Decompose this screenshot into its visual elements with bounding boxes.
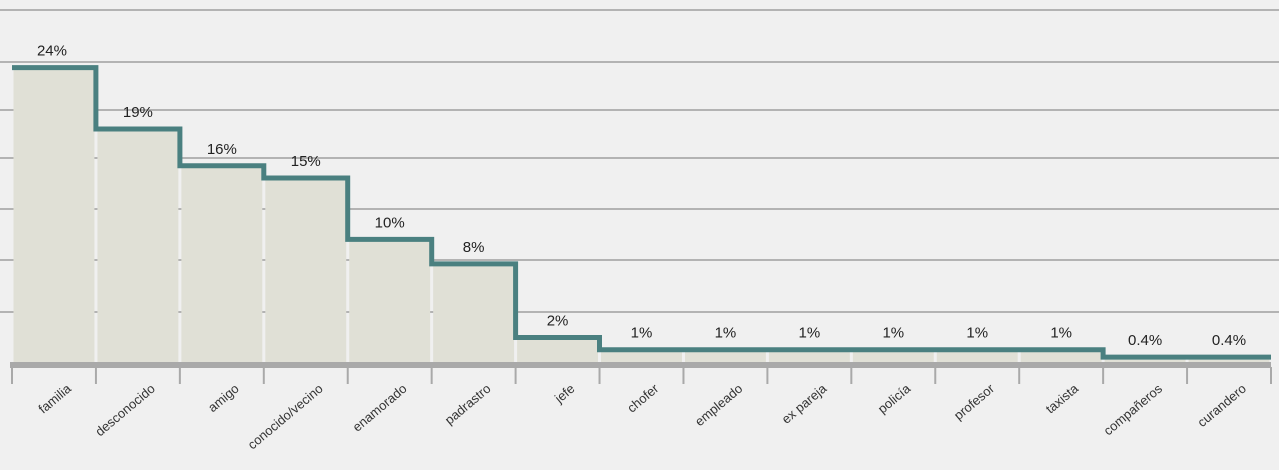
bar bbox=[349, 239, 431, 362]
category-label: empleado bbox=[692, 381, 745, 429]
bar bbox=[601, 349, 682, 362]
bar bbox=[852, 349, 934, 362]
bar bbox=[181, 165, 263, 362]
bar bbox=[13, 67, 95, 363]
bar bbox=[97, 128, 179, 362]
bar bbox=[1020, 349, 1102, 362]
bar bbox=[768, 349, 850, 362]
value-label: 19% bbox=[123, 104, 153, 121]
category-label: conocido/vecino bbox=[245, 381, 326, 452]
value-label: 0.4% bbox=[1128, 332, 1162, 349]
bar bbox=[517, 337, 599, 362]
value-label: 8% bbox=[463, 239, 485, 256]
value-label: 0.4% bbox=[1212, 332, 1246, 349]
value-label: 1% bbox=[882, 325, 904, 342]
value-label: 15% bbox=[291, 153, 321, 170]
value-label: 2% bbox=[547, 312, 569, 329]
value-label: 1% bbox=[631, 325, 653, 342]
value-label: 10% bbox=[375, 214, 405, 231]
category-label: amigo bbox=[205, 381, 242, 415]
category-label: padrastro bbox=[442, 381, 494, 428]
value-label: 16% bbox=[207, 141, 237, 158]
category-label: curandero bbox=[1194, 381, 1248, 430]
category-label: jefe bbox=[551, 381, 577, 407]
x-axis bbox=[10, 362, 1272, 384]
category-label: desconocido bbox=[92, 381, 158, 439]
value-label: 24% bbox=[37, 43, 67, 60]
category-label: policía bbox=[875, 380, 914, 416]
category-label: profesor bbox=[951, 380, 998, 423]
value-label: 1% bbox=[715, 325, 737, 342]
category-label: taxista bbox=[1043, 380, 1082, 416]
bar bbox=[265, 178, 347, 362]
step-line-layer bbox=[12, 65, 1271, 360]
category-label: chofer bbox=[624, 380, 662, 415]
category-labels: familia desconocido amigo conocido/vecino en… bbox=[35, 380, 1248, 452]
bars bbox=[13, 67, 1270, 363]
category-label: familia bbox=[35, 380, 74, 416]
category-label: enamorado bbox=[350, 381, 410, 435]
bar bbox=[684, 349, 766, 362]
value-label: 1% bbox=[1050, 325, 1072, 342]
value-label: 1% bbox=[966, 325, 988, 342]
step-line bbox=[12, 65, 1271, 360]
category-label: ex pareja bbox=[779, 380, 830, 426]
bar bbox=[936, 349, 1018, 362]
bar bbox=[433, 263, 515, 362]
category-label: compañeros bbox=[1101, 380, 1166, 438]
value-label: 1% bbox=[799, 325, 821, 342]
value-labels: 24% 19% 16% 15% 10% 8% 2% 1% 1% 1% 1% 1% 1% 0.4% 0.4% bbox=[37, 43, 1246, 349]
